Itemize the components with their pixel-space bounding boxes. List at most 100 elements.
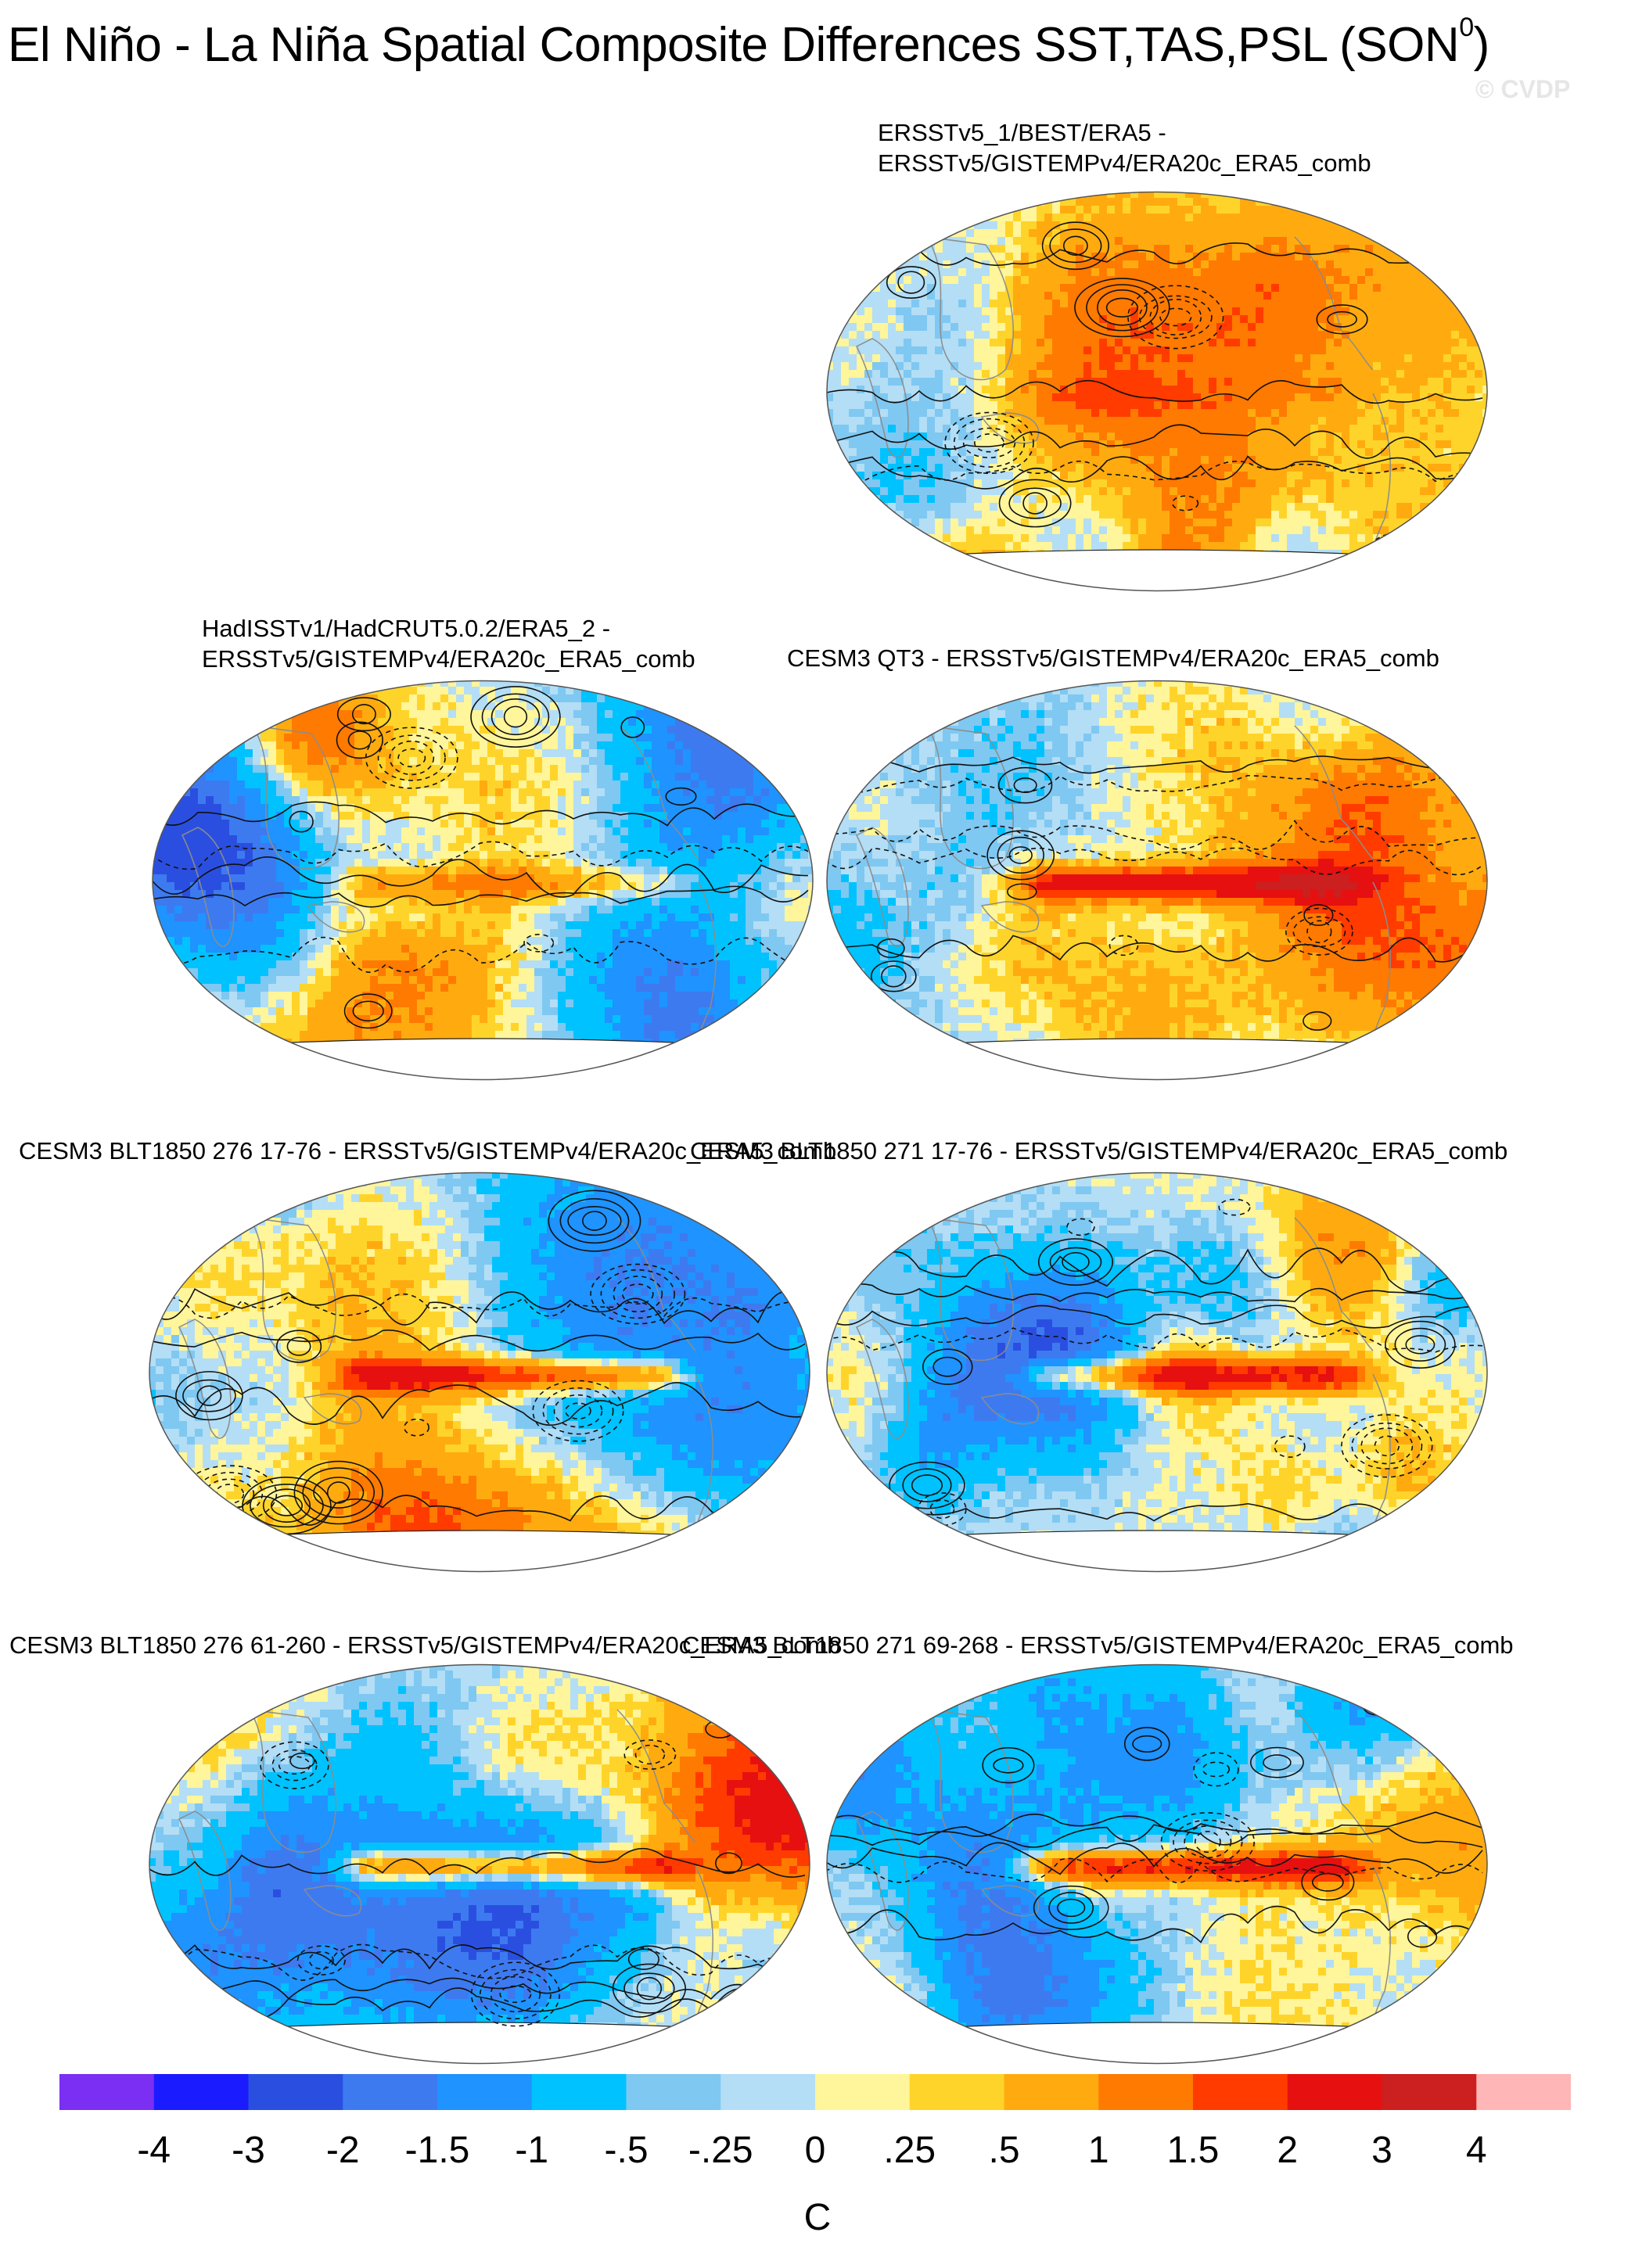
field-cell [1248,206,1256,214]
field-cell [1295,370,1303,379]
field-cell [566,749,574,758]
field-cell [1005,487,1014,496]
field-cell [550,788,559,797]
field-cell [1083,534,1092,543]
field-cell [1146,245,1155,253]
field-cell [1287,534,1295,543]
field-cell [425,781,433,789]
field-cell [1389,378,1397,386]
field-cell [1240,362,1249,371]
field-cell [943,401,951,410]
field-cell [605,820,613,828]
field-cell [597,812,605,820]
field-cell [1342,542,1350,551]
field-cell [927,417,936,425]
field-cell [919,362,928,371]
field-cell [487,741,496,750]
field-cell [1185,479,1194,488]
field-cell [1115,221,1123,230]
field-cell [1224,542,1233,551]
field-cell [857,362,865,371]
field-cell [1170,432,1178,441]
field-cell [1240,409,1249,418]
field-cell [1209,323,1217,332]
field-cell [1224,487,1233,496]
field-cell [1076,268,1084,277]
field-cell [284,749,293,758]
field-cell [472,773,480,781]
field-cell [982,245,990,253]
field-cell [1170,253,1178,261]
field-cell [1436,440,1444,449]
field-cell [943,448,951,457]
field-cell [659,843,668,852]
field-cell [1342,409,1350,418]
field-cell [245,749,253,758]
field-cell [1310,503,1319,511]
field-cell [880,401,889,410]
field-cell [362,726,371,734]
field-cell [1083,362,1092,371]
field-cell [480,694,488,703]
field-cell [581,718,590,727]
field-cell [997,503,1006,511]
field-cell [1271,440,1280,449]
field-cell [1342,432,1350,441]
field-cell [1279,362,1288,371]
field-cell [1232,245,1241,253]
field-cell [958,354,967,363]
field-cell [339,726,347,734]
field-cell [1467,417,1475,425]
field-cell [1076,237,1084,246]
field-cell [982,253,990,261]
field-cell [833,370,842,379]
field-cell [1052,276,1061,285]
field-cell [1373,526,1382,535]
field-cell [1107,354,1116,363]
field-cell [966,300,975,308]
field-cell [1099,542,1108,551]
field-cell [495,734,504,742]
field-cell [245,820,253,828]
field-cell [1404,307,1413,316]
field-cell [1295,526,1303,535]
field-cell [1107,526,1116,535]
field-cell [1162,534,1170,543]
field-cell [315,820,324,828]
field-cell [1068,425,1076,433]
field-cell [857,315,865,324]
field-cell [1271,425,1280,433]
field-cell [550,702,559,711]
field-cell [182,812,191,820]
field-cell [347,734,355,742]
field-cell [1201,192,1209,199]
field-cell [1130,253,1139,261]
field-cell [440,734,449,742]
field-cell [1123,192,1131,199]
field-cell [1154,542,1162,551]
field-cell [1396,503,1405,511]
field-cell [1232,542,1241,551]
field-cell [1044,495,1053,504]
field-cell [1443,323,1452,332]
field-cell [628,796,637,805]
field-cell [1060,214,1069,222]
field-cell [1209,386,1217,394]
field-cell [339,718,347,727]
field-cell [1224,339,1233,347]
field-cell [1037,276,1045,285]
field-cell [644,773,652,781]
psl-contour [1316,304,1368,335]
field-cell [1436,292,1444,300]
field-cell [950,448,959,457]
field-cell [1349,229,1358,238]
field-cell [1185,354,1194,363]
field-cell [997,339,1006,347]
field-cell [919,378,928,386]
field-cell [1076,425,1084,433]
field-cell [974,276,983,285]
field-cell [1138,479,1147,488]
field-cell [393,835,402,844]
field-cell [1248,214,1256,222]
field-cell [1193,542,1202,551]
